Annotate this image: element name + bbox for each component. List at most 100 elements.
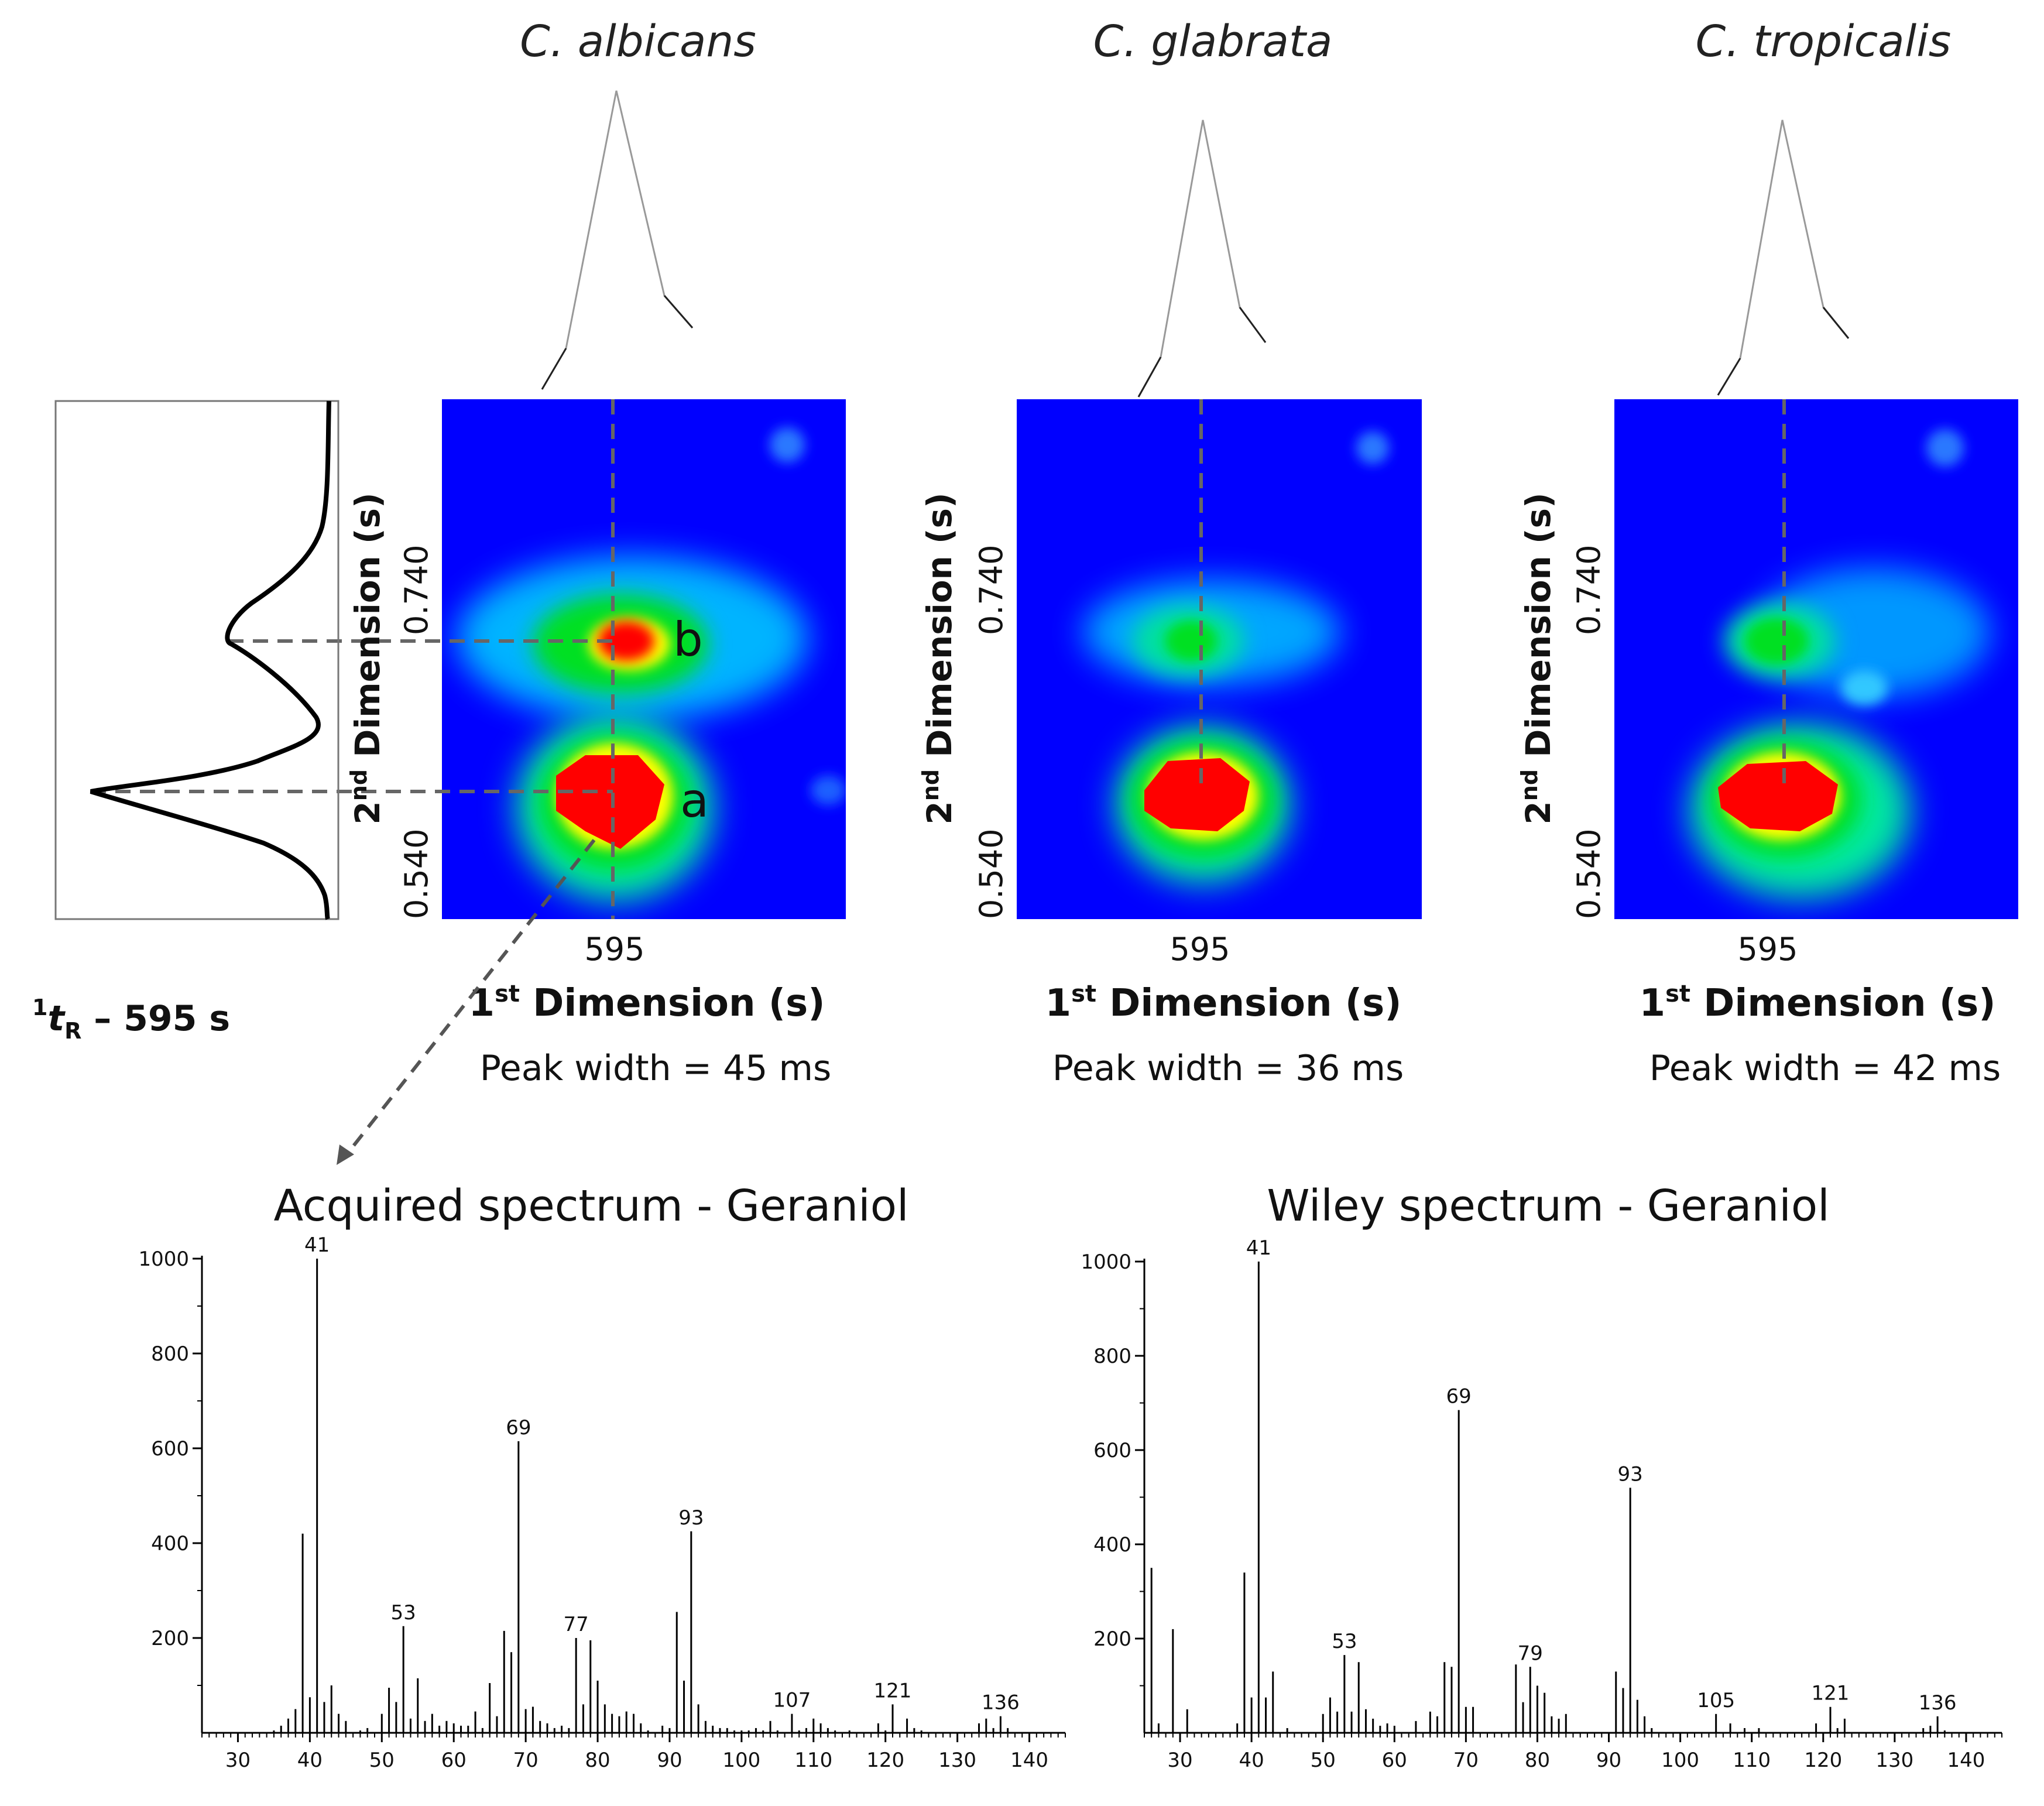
peak-label: 77 — [564, 1613, 589, 1636]
spectrum-title: Wiley spectrum - Geraniol — [1267, 1181, 1829, 1231]
peak-width: Peak width = 36 ms — [1052, 1048, 1404, 1089]
peak-label: 41 — [1246, 1236, 1271, 1260]
y-tick-label: 200 — [1093, 1627, 1131, 1651]
panel-glabrata: C. glabrata 595 1st Dimension (s) Peak w… — [918, 16, 1422, 1089]
x-tick-label: 130 — [938, 1749, 976, 1772]
x-axis-label: 1st Dimension (s) — [1640, 981, 1996, 1025]
x-tick-label: 100 — [722, 1749, 760, 1772]
x-tick-label: 40 — [297, 1749, 323, 1772]
peak-edge-left — [1137, 357, 1162, 397]
peak-edge-right — [1822, 307, 1850, 339]
peak-label: 93 — [678, 1506, 704, 1530]
blob-b-core — [1744, 618, 1809, 664]
blob-b-core — [1165, 621, 1218, 662]
blob-c — [1841, 670, 1888, 705]
x-tick-label: 80 — [585, 1749, 610, 1772]
peak-edge-left — [541, 348, 567, 390]
peak-label: 107 — [773, 1689, 811, 1712]
y-tick-label: 1000 — [1081, 1250, 1131, 1274]
second-dimension-trace — [54, 400, 339, 920]
x-tick-label: 80 — [1525, 1749, 1550, 1772]
x-tick-label: 60 — [441, 1749, 467, 1772]
blob-a-red — [1718, 761, 1838, 831]
x-tick-label: 30 — [1167, 1749, 1192, 1772]
x-tick-label: 140 — [1947, 1749, 1985, 1772]
x-tick: 595 — [1170, 931, 1230, 968]
spectrum-title: Acquired spectrum - Geraniol — [273, 1181, 908, 1231]
peak-edge-left — [1717, 358, 1741, 396]
y-tick-label: 600 — [1093, 1439, 1131, 1462]
x-tick-label: 40 — [1239, 1749, 1264, 1772]
peak-label: 69 — [1446, 1385, 1472, 1409]
panel-tropicalis: C. tropicalis 595 1st Dimension (s) Peak… — [1517, 16, 2018, 1089]
peak-width: Peak width = 42 ms — [1649, 1048, 2001, 1089]
trace-frame — [54, 400, 339, 920]
contour-plot — [1614, 399, 2018, 919]
y-tick-label: 1000 — [138, 1248, 189, 1271]
peak-label: 93 — [1618, 1462, 1643, 1486]
trace-line — [90, 400, 331, 920]
x-tick-label: 120 — [1804, 1749, 1842, 1772]
x-tick-label: 70 — [1453, 1749, 1479, 1772]
peak-label: 136 — [982, 1691, 1020, 1715]
x-tick-label: 70 — [513, 1749, 538, 1772]
peak-label: 69 — [506, 1416, 531, 1440]
peak-label-b: b — [673, 612, 703, 667]
peak-width: Peak width = 45 ms — [480, 1048, 831, 1089]
peak-label-a: a — [680, 773, 709, 828]
y-axis-label: 2nd Dimension (s) — [346, 492, 387, 824]
peak-label: 53 — [391, 1601, 416, 1625]
first-dimension-peak — [1717, 119, 1850, 396]
x-tick-label: 110 — [1733, 1749, 1771, 1772]
y-tick-label: 200 — [151, 1627, 189, 1650]
x-tick-label: 30 — [225, 1749, 251, 1772]
link-arrowhead — [337, 1144, 354, 1165]
y-tick-label: 600 — [151, 1437, 189, 1461]
peak-label: 53 — [1332, 1630, 1357, 1653]
x-tick-label: 60 — [1382, 1749, 1407, 1772]
peak-label: 79 — [1518, 1641, 1543, 1665]
species-title: C. tropicalis — [1696, 16, 1952, 67]
contour-plot — [442, 399, 846, 919]
blob-minor — [770, 427, 805, 462]
x-tick-label: 140 — [1010, 1749, 1048, 1772]
x-tick: 595 — [1737, 931, 1798, 968]
y-tick-label: 800 — [151, 1342, 189, 1366]
y-tick-low: 0.540 — [973, 828, 1010, 919]
y-tick-label: 400 — [151, 1532, 189, 1555]
blob-minor — [1926, 429, 1964, 467]
x-tick-label: 90 — [1596, 1749, 1621, 1772]
panel-albicans: C. albicans b a 595 1st Dimension (s) Pe… — [91, 16, 846, 1089]
peak-label: 121 — [1812, 1682, 1850, 1705]
y-tick-label: 400 — [1093, 1533, 1131, 1557]
y-tick-high: 0.740 — [1570, 544, 1607, 635]
peak-label: 136 — [1919, 1691, 1957, 1715]
y-axis-label: 2nd Dimension (s) — [1517, 492, 1558, 824]
peak-label: 121 — [874, 1679, 912, 1702]
y-axis-label: 2nd Dimension (s) — [918, 492, 959, 824]
y-tick-high: 0.740 — [398, 544, 435, 635]
first-dimension-peak — [1137, 119, 1267, 397]
y-tick-low: 0.540 — [1570, 828, 1607, 919]
species-title: C. glabrata — [1093, 16, 1333, 67]
blob-a-red — [1144, 758, 1250, 831]
peak-label: 105 — [1697, 1689, 1735, 1712]
blob-a-red — [556, 755, 664, 849]
blob-edge — [811, 776, 846, 805]
y-tick-label: 800 — [1093, 1345, 1131, 1368]
peak-label: 41 — [304, 1233, 330, 1257]
x-tick-label: 90 — [657, 1749, 682, 1772]
wiley-spectrum-chart: Wiley spectrum - Geraniol 200 400 600 800 100… — [1081, 1181, 2002, 1772]
x-tick-label: 110 — [794, 1749, 832, 1772]
x-tick-label: 120 — [866, 1749, 904, 1772]
species-title: C. albicans — [520, 16, 756, 67]
y-tick-low: 0.540 — [398, 828, 435, 919]
blob-minor — [1356, 431, 1389, 464]
x-tick-label: 50 — [1311, 1749, 1336, 1772]
x-tick-label: 50 — [369, 1749, 395, 1772]
contour-plot — [1017, 399, 1422, 919]
link-arrow — [344, 839, 596, 1157]
peak-edge-right — [1239, 307, 1267, 343]
y-tick-high: 0.740 — [973, 544, 1010, 635]
